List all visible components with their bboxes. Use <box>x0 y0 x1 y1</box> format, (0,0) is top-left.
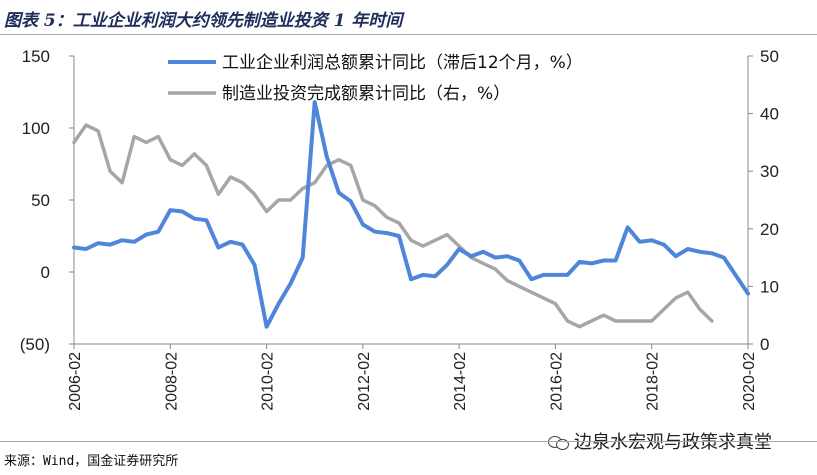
investment-series-line <box>72 123 714 329</box>
y-right-tick-label: 10 <box>760 277 779 296</box>
y-left-tick-label: 0 <box>41 263 50 282</box>
x-tick-label: 2014-02 <box>452 352 469 411</box>
x-tick-label: 2008-02 <box>163 352 180 411</box>
watermark: 边泉水宏观与政策求真堂 <box>548 428 772 454</box>
y-left-tick-label: 100 <box>22 119 50 138</box>
y-right-tick-label: 0 <box>760 335 769 354</box>
wechat-icon <box>548 433 570 450</box>
x-tick-label: 2010-02 <box>260 352 277 411</box>
x-tick-label: 2012-02 <box>356 352 373 411</box>
y-right-tick-label: 40 <box>760 105 779 124</box>
y-left-tick-label: 50 <box>31 191 50 210</box>
x-tick-label: 2016-02 <box>548 352 565 411</box>
x-tick-label: 2018-02 <box>645 352 662 411</box>
x-tick-label: 2006-02 <box>67 352 84 411</box>
source-bar: 来源：Wind，国金证券研究所 <box>0 441 817 475</box>
watermark-text: 边泉水宏观与政策求真堂 <box>574 432 772 453</box>
profit-series-line <box>72 100 750 329</box>
legend-profit-label: 工业企业利润总额累计同比（滞后12个月，%） <box>222 53 583 73</box>
source-note: 来源：Wind，国金证券研究所 <box>4 454 179 469</box>
y-right-tick-label: 30 <box>760 162 779 181</box>
title-bar: 图表 5：工业企业利润大约领先制造业投资 1 年时间 <box>0 0 817 35</box>
y-left-tick-label: (50) <box>20 335 50 354</box>
figure-title: 图表 5：工业企业利润大约领先制造业投资 1 年时间 <box>4 11 403 31</box>
y-left-tick-label: 150 <box>22 47 50 66</box>
y-right-tick-label: 50 <box>760 47 779 66</box>
x-tick-label: 2020-02 <box>741 352 758 411</box>
y-right-tick-label: 20 <box>760 220 779 239</box>
legend-investment-label: 制造业投资完成额累计同比（右，%） <box>222 84 510 104</box>
